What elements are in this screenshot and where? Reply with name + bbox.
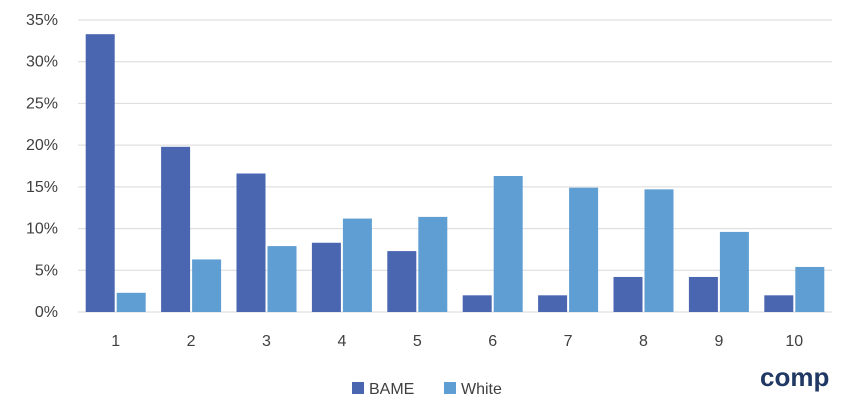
bar-white-8 (644, 189, 674, 312)
y-tick-label: 5% (35, 262, 58, 279)
legend-swatch-bame (352, 382, 364, 394)
x-tick-label: 7 (564, 333, 573, 350)
bar-bame-8 (613, 276, 643, 312)
bar-bame-7 (538, 295, 568, 312)
x-tick-label: 1 (111, 333, 120, 350)
bar-bame-5 (387, 251, 417, 312)
bar-bame-10 (764, 295, 794, 312)
x-tick-label: 10 (785, 333, 803, 350)
bar-white-6 (493, 176, 523, 312)
y-tick-label: 25% (26, 95, 58, 112)
legend-label-bame: BAME (369, 381, 414, 398)
x-tick-label: 6 (488, 333, 497, 350)
legend-label-white: White (461, 381, 502, 398)
x-tick-label: 9 (714, 333, 723, 350)
bar-white-2 (192, 259, 222, 312)
x-tick-label: 4 (337, 333, 346, 350)
y-tick-label: 35% (26, 12, 58, 29)
bar-white-3 (267, 246, 297, 312)
y-tick-label: 15% (26, 179, 58, 196)
legend-swatch-white (444, 382, 456, 394)
bar-white-4 (342, 218, 372, 312)
bar-bame-1 (85, 34, 115, 312)
bar-white-10 (795, 266, 825, 312)
y-tick-label: 20% (26, 137, 58, 154)
brand-watermark: comp (760, 362, 829, 392)
bar-bame-4 (311, 242, 341, 312)
x-axis-ticks: 1 2 3 4 5 6 7 8 9 10 (111, 333, 803, 350)
bar-white-9 (719, 231, 749, 312)
x-tick-label: 8 (639, 333, 648, 350)
y-tick-label: 0% (35, 304, 58, 321)
bar-bame-2 (161, 146, 191, 312)
bar-white-7 (569, 187, 599, 312)
bar-bame-6 (462, 295, 492, 312)
x-tick-label: 3 (262, 333, 271, 350)
bar-bame-9 (688, 276, 718, 312)
y-axis-ticks: 0% 5% 10% 15% 20% 25% 30% 35% (26, 12, 58, 321)
bar-bame-3 (236, 173, 266, 312)
x-tick-label: 2 (187, 333, 196, 350)
grid-lines (78, 19, 832, 313)
y-tick-label: 10% (26, 221, 58, 238)
bars (85, 34, 825, 312)
bar-white-5 (418, 216, 448, 312)
bar-white-1 (116, 292, 146, 312)
legend: BAME White (352, 381, 502, 398)
y-tick-label: 30% (26, 54, 58, 71)
x-tick-label: 5 (413, 333, 422, 350)
